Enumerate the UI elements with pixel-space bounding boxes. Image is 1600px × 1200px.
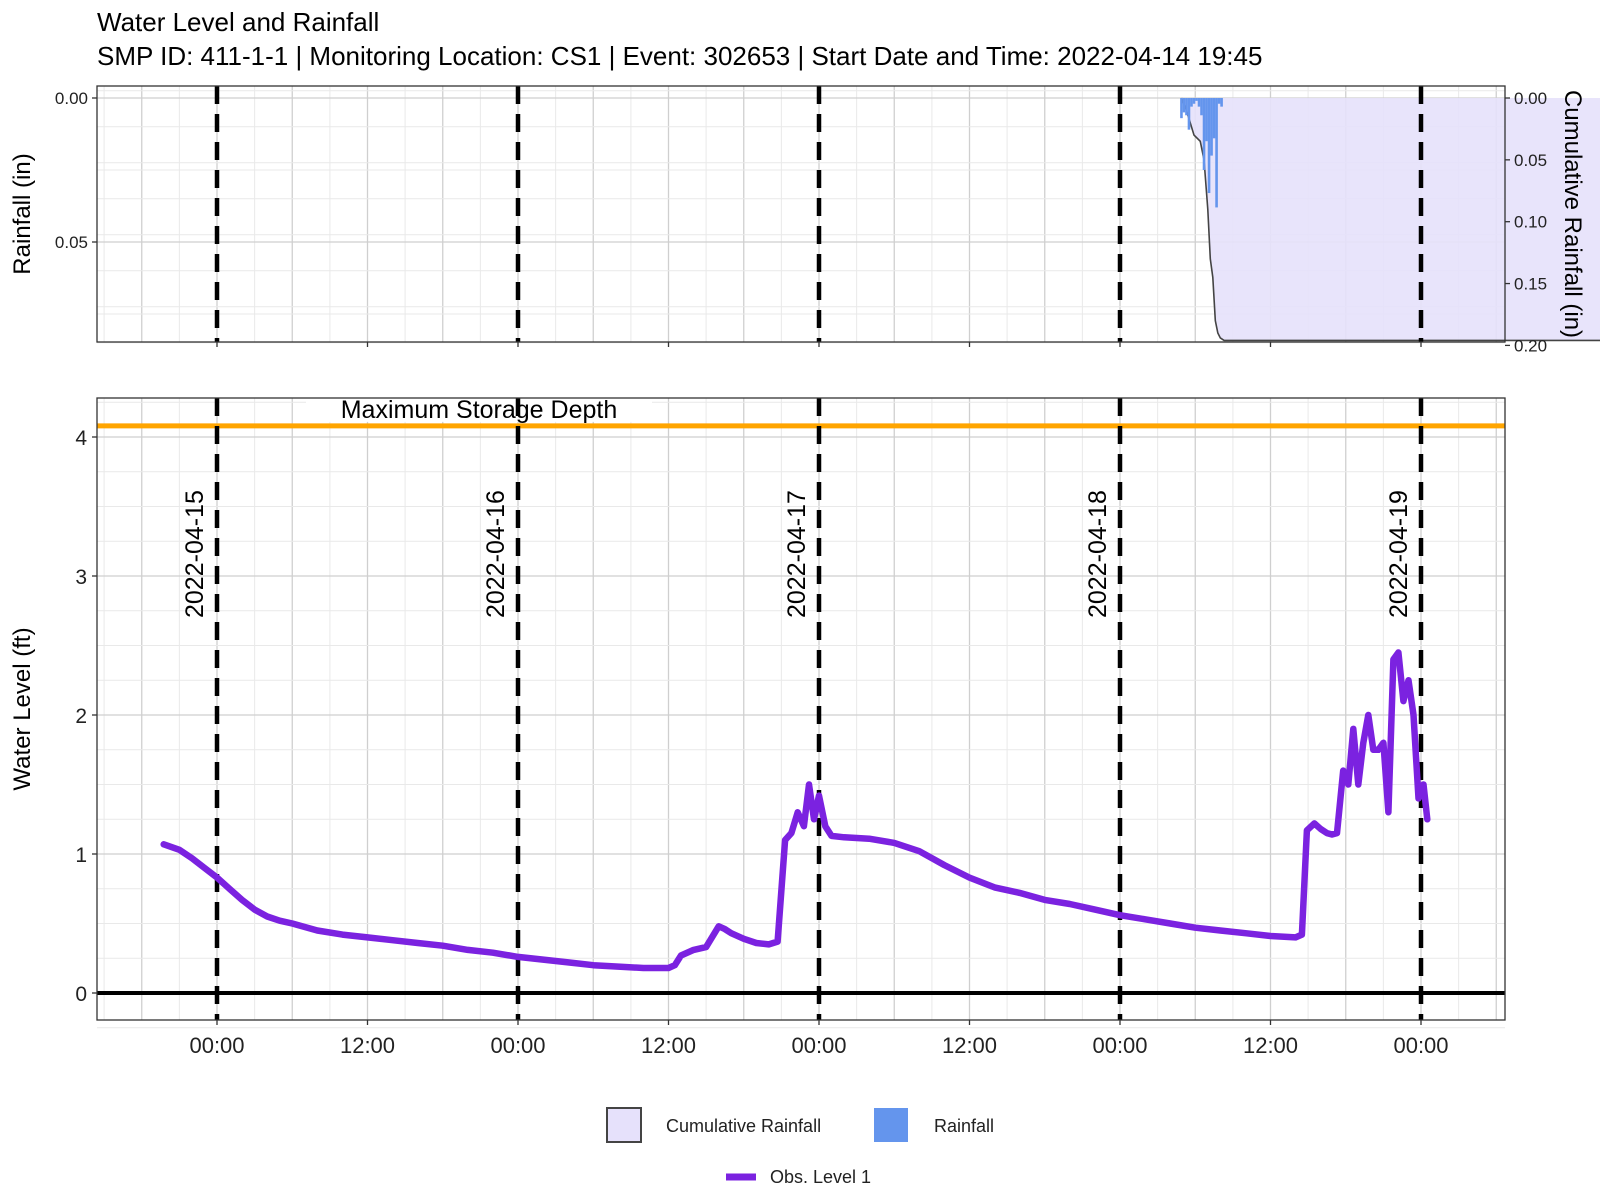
rainfall-bar: [1207, 98, 1211, 194]
chart-subtitle: SMP ID: 411-1-1 | Monitoring Location: C…: [97, 41, 1262, 71]
cumulative-y-tick-label: 0.10: [1514, 213, 1547, 232]
x-tick-label: 00:00: [1393, 1033, 1448, 1058]
cumulative-rainfall-y-axis-title: Cumulative Rainfall (in): [1559, 90, 1586, 338]
cumulative-y-tick-label: 0.00: [1514, 89, 1547, 108]
legend-label-rainfall: Rainfall: [934, 1116, 994, 1136]
x-tick-label: 00:00: [189, 1033, 244, 1058]
legend: Cumulative Rainfall Rainfall Obs. Level …: [606, 1107, 994, 1187]
water-level-series: [160, 649, 1431, 972]
x-tick-label: 12:00: [641, 1033, 696, 1058]
rainfall-bar: [1212, 98, 1216, 139]
water-level-panel-border: [96, 397, 1506, 1021]
rainfall-bar: [1185, 98, 1188, 116]
max-storage-depth-label: Maximum Storage Depth: [341, 396, 618, 424]
date-marker-label: 2022-04-17: [783, 490, 811, 618]
date-marker-label: 2022-04-18: [1084, 490, 1112, 618]
x-tick-label: 12:00: [340, 1033, 395, 1058]
water-level-axes: 0 1 2 3 4 00:00 12:00 00:00 12:00 00:00 12:00 00:00…: [75, 427, 1448, 1058]
cumulative-y-tick-label: 0.05: [1514, 151, 1547, 170]
x-tick-label: 00:00: [490, 1033, 545, 1058]
legend-label-cumulative-rainfall: Cumulative Rainfall: [666, 1116, 821, 1136]
cumulative-rainfall-area: [1180, 97, 1600, 342]
rainfall-bar: [1195, 98, 1198, 101]
rainfall-bar: [1220, 98, 1223, 107]
legend-swatch-cumulative-rainfall: [606, 1107, 642, 1143]
rainfall-panel-border: [96, 85, 1506, 343]
cumulative-y-tick-label: 0.15: [1514, 275, 1547, 294]
rainfall-panel: 0.00 0.05 0.00 0.05 0.10 0.15 0.20 Rainfall (i…: [9, 85, 1600, 355]
cumulative-y-tick-label: 0.20: [1514, 336, 1547, 355]
x-tick-label: 00:00: [791, 1033, 846, 1058]
rainfall-bar: [1210, 98, 1213, 156]
water-level-date-dividers: 2022-04-15 2022-04-16 2022-04-17 2022-04-18…: [181, 398, 1424, 1020]
water-level-y-tick-label: 2: [75, 705, 87, 728]
obs-level-1-line: [160, 649, 1431, 972]
water-level-y-tick-label: 4: [75, 427, 87, 450]
rainfall-bar: [1200, 98, 1203, 116]
rainfall-bar: [1180, 98, 1183, 119]
rainfall-axes: 0.00 0.05 0.00 0.05 0.10 0.15 0.20: [55, 89, 1547, 355]
rainfall-bar: [1187, 98, 1191, 130]
cumulative-rainfall-line: [1180, 97, 1600, 342]
date-marker-label: 2022-04-19: [1385, 490, 1413, 618]
rainfall-bar: [1197, 98, 1201, 107]
water-level-y-tick-label: 1: [75, 844, 87, 867]
rainfall-bar: [1202, 98, 1206, 170]
legend-label-obs-level-1: Obs. Level 1: [770, 1167, 871, 1187]
rainfall-bar: [1190, 98, 1193, 107]
rainfall-bars: [1180, 98, 1223, 208]
water-level-panel: Maximum Storage Depth 2022-04-15 2022-04-…: [9, 392, 1506, 1058]
rainfall-y-axis-title: Rainfall (in): [9, 153, 36, 274]
rainfall-bar: [1192, 98, 1196, 104]
legend-swatch-rainfall: [874, 1108, 908, 1142]
rainfall-y-tick-label: 0.05: [55, 233, 88, 252]
rainfall-y-tick-label: 0.00: [55, 89, 88, 108]
date-marker-label: 2022-04-16: [482, 490, 510, 618]
cumulative-rainfall-fill: [1181, 98, 1600, 341]
x-tick-label: 12:00: [942, 1033, 997, 1058]
rainfall-bar: [1215, 98, 1218, 208]
chart-title: Water Level and Rainfall: [97, 7, 379, 37]
rainfall-bar: [1182, 98, 1186, 113]
rainfall-bar: [1205, 98, 1208, 142]
rainfall-date-dividers: [214, 86, 1424, 342]
water-level-y-tick-label: 0: [75, 983, 87, 1006]
x-tick-label: 12:00: [1243, 1033, 1298, 1058]
x-tick-label: 00:00: [1092, 1033, 1147, 1058]
rainfall-bar: [1217, 98, 1221, 104]
water-level-y-tick-label: 3: [75, 566, 87, 589]
water-level-y-axis-title: Water Level (ft): [9, 627, 36, 790]
date-marker-label: 2022-04-15: [181, 490, 209, 618]
